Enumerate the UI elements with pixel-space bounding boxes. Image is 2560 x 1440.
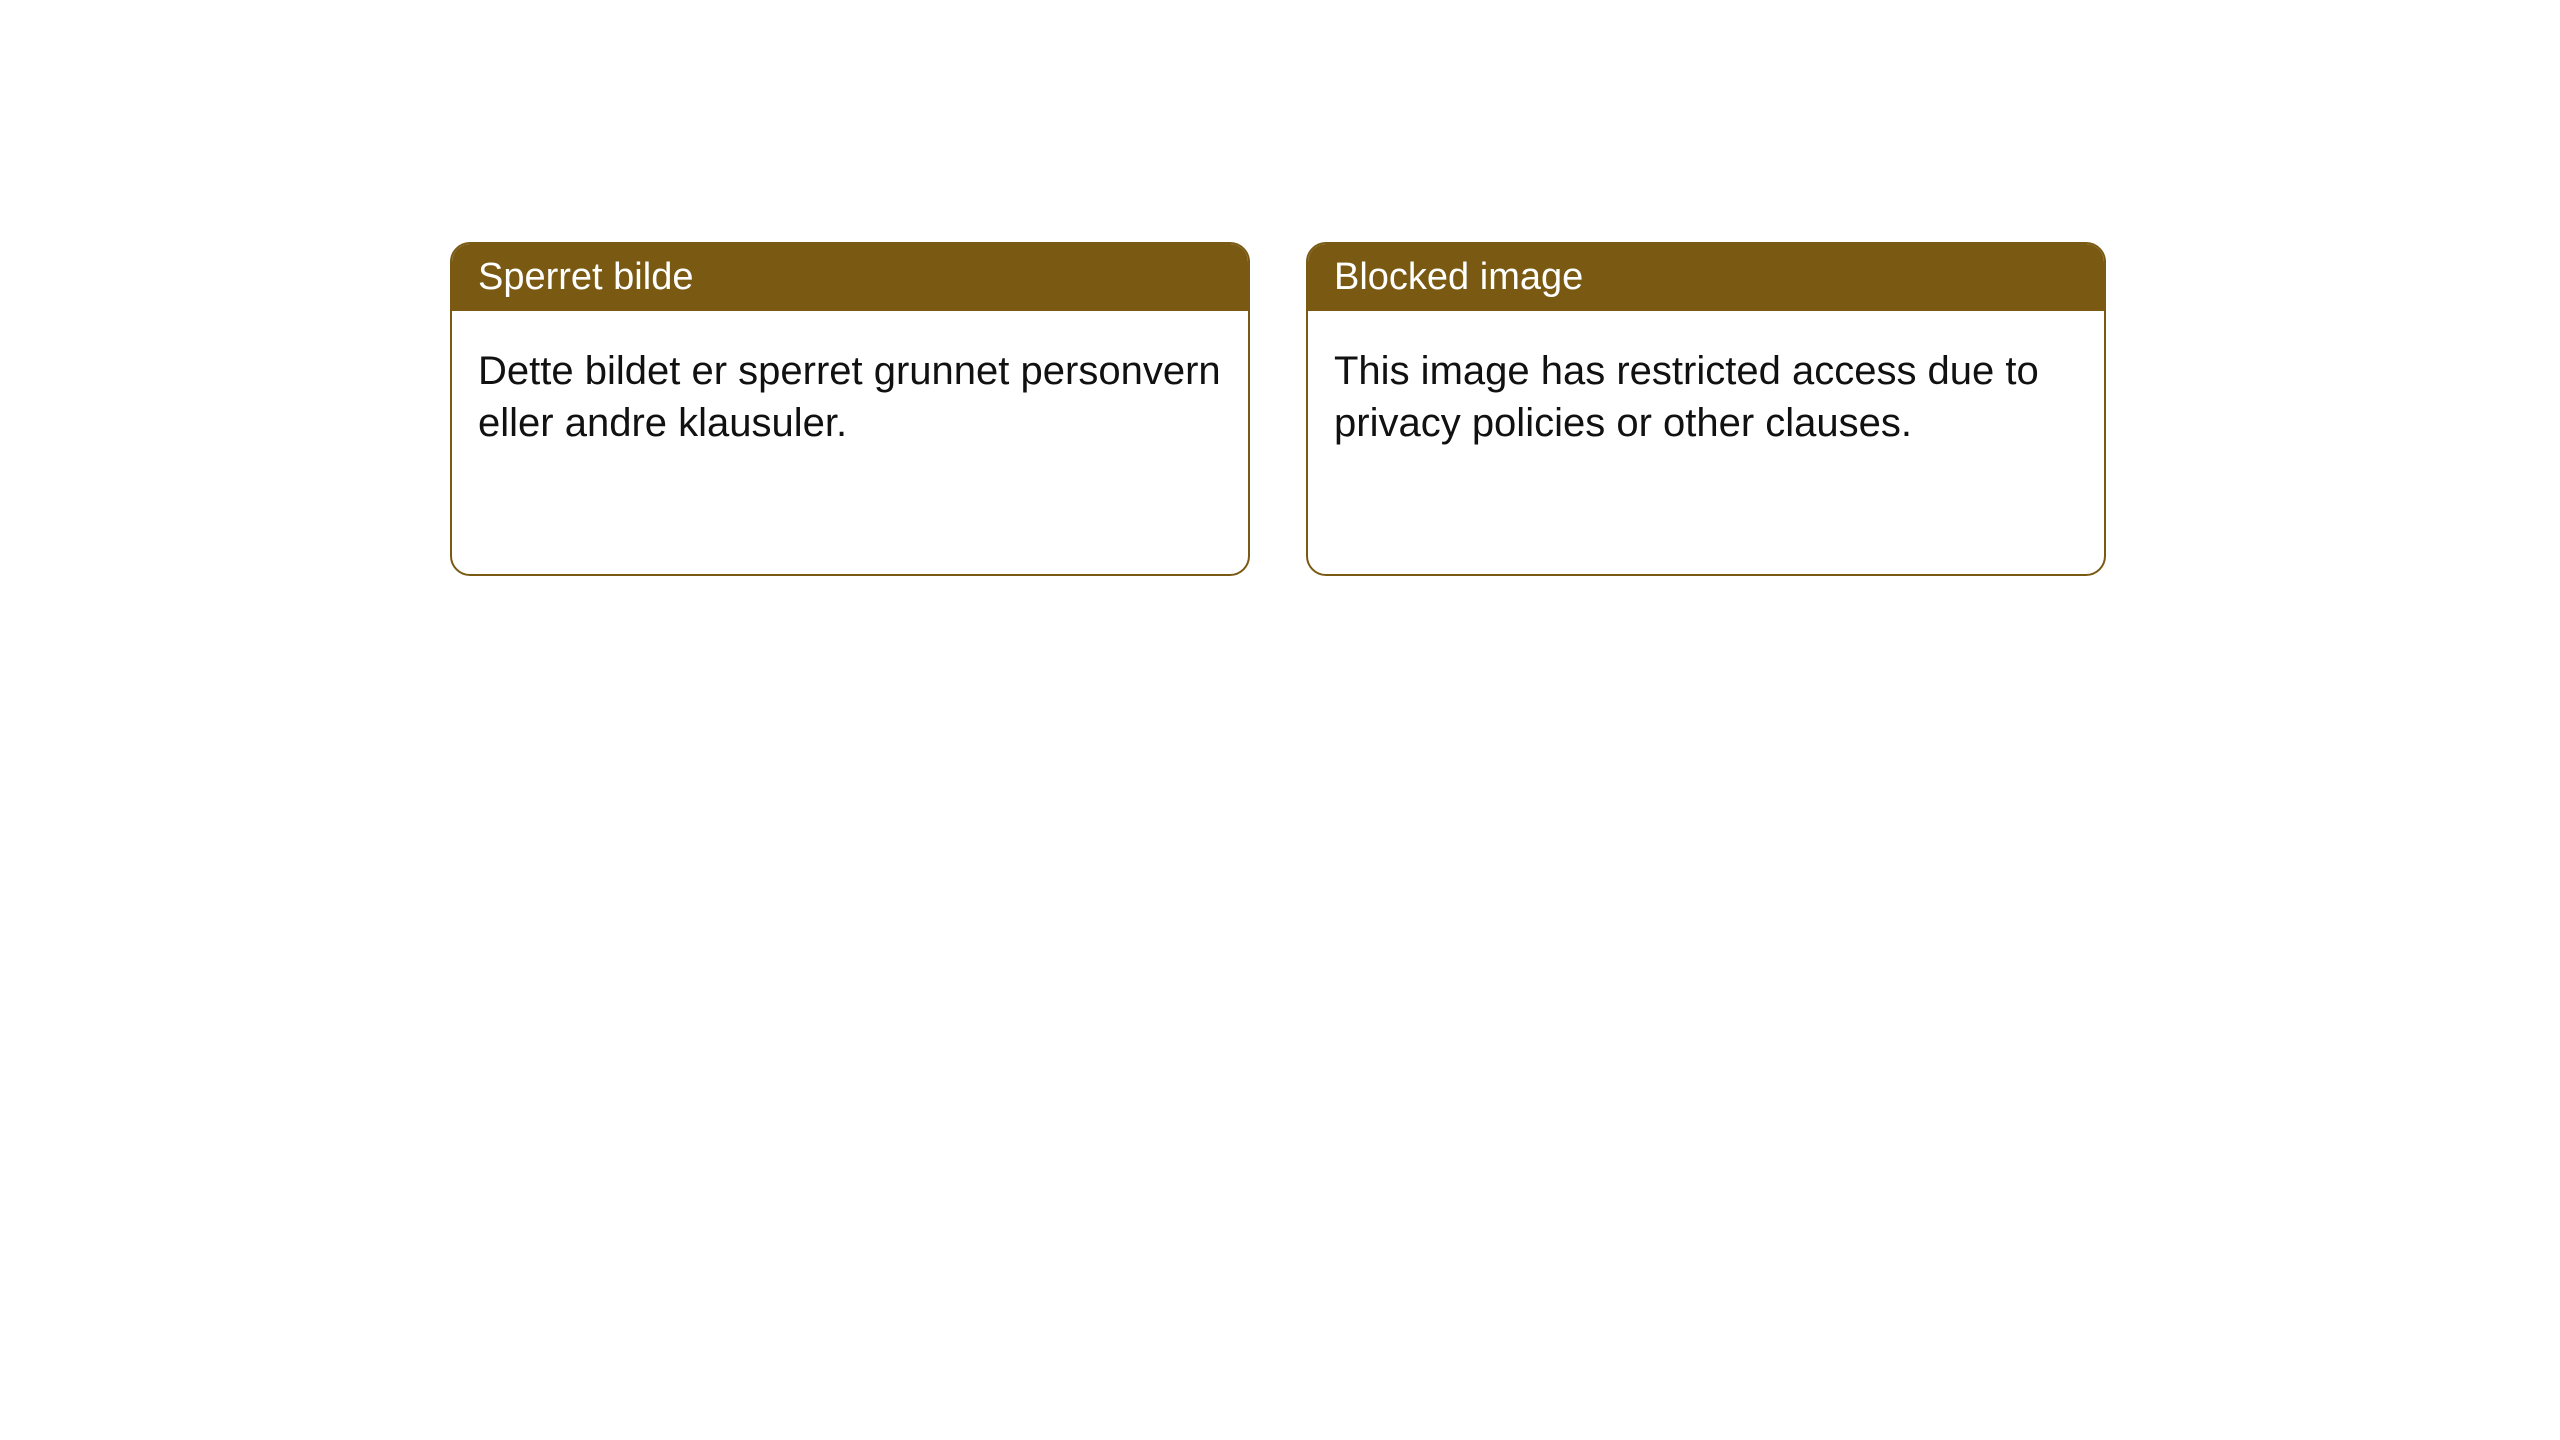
card-header-en: Blocked image <box>1308 244 2104 311</box>
card-body-no: Dette bildet er sperret grunnet personve… <box>452 311 1248 483</box>
blocked-image-card-en: Blocked image This image has restricted … <box>1306 242 2106 576</box>
card-header-no: Sperret bilde <box>452 244 1248 311</box>
cards-row: Sperret bilde Dette bildet er sperret gr… <box>450 242 2106 576</box>
card-body-en: This image has restricted access due to … <box>1308 311 2104 483</box>
blocked-image-card-no: Sperret bilde Dette bildet er sperret gr… <box>450 242 1250 576</box>
